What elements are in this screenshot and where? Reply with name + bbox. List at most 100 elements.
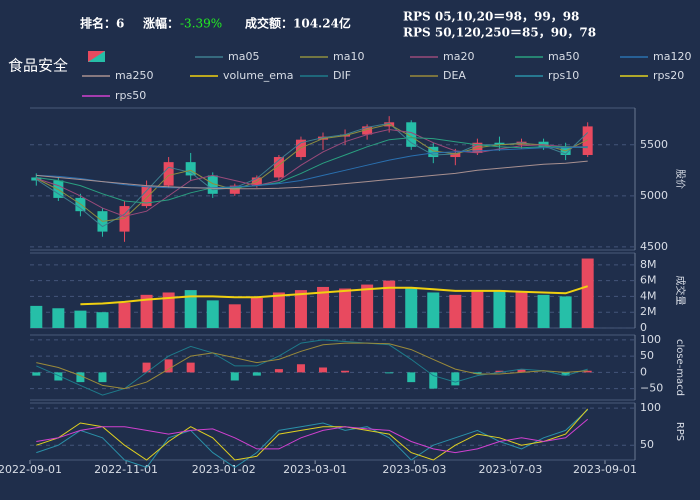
macd-bar — [98, 372, 107, 383]
legend-label: DIF — [333, 69, 351, 82]
candle-body — [582, 126, 593, 155]
macd-bar — [583, 370, 592, 373]
legend-label: ma20 — [443, 50, 474, 63]
volume-bar — [184, 290, 197, 328]
volume-bar — [471, 291, 484, 328]
legend-label: rps50 — [115, 89, 146, 102]
macd-bar — [495, 370, 504, 373]
candle-body — [494, 142, 505, 145]
rank: 排名：6 — [80, 16, 124, 31]
candle-body — [538, 141, 549, 147]
series-line — [36, 122, 589, 228]
y-tick-label: 6M — [640, 274, 657, 287]
y-axis-label: RPS — [674, 422, 685, 441]
series-line — [36, 408, 589, 461]
volume-bar — [294, 290, 307, 328]
y-axis-label: 股价 — [674, 169, 686, 189]
series-line — [36, 137, 588, 204]
y-tick-label: 5000 — [640, 189, 668, 202]
y-tick-label: 8M — [640, 258, 657, 271]
candle-body — [273, 157, 284, 178]
legend-label: volume_ema — [223, 69, 293, 82]
x-tick-label: 2023-07-03 — [479, 463, 543, 476]
series-line — [36, 128, 588, 217]
volume-bar — [228, 304, 241, 328]
volume-bar — [74, 310, 87, 328]
macd-bar — [230, 372, 239, 381]
macd-bar — [451, 372, 460, 386]
macd-bar — [561, 372, 570, 376]
volume-bar — [52, 308, 65, 328]
macd-bar — [296, 364, 305, 373]
macd-bar — [385, 372, 394, 374]
volume-bar — [30, 305, 43, 328]
legend-label: rps20 — [653, 69, 684, 82]
volume-bar — [317, 286, 330, 328]
legend-label: DEA — [443, 69, 466, 82]
y-tick-label: 4500 — [640, 240, 668, 253]
series-line — [36, 123, 588, 222]
volume-bar — [405, 288, 418, 328]
volume-bar — [272, 292, 285, 328]
volume-bar — [118, 302, 131, 328]
series-line — [36, 339, 588, 396]
macd-bar — [32, 372, 41, 376]
volume-ema-line — [80, 285, 589, 306]
y-tick-label: 100 — [640, 333, 661, 346]
volume-bar — [493, 290, 506, 328]
volume-bar — [250, 298, 263, 328]
y-tick-label: 2M — [640, 305, 657, 318]
volume-bar — [581, 258, 594, 328]
x-tick-label: 2023-01-02 — [192, 463, 256, 476]
legend-label: rps10 — [548, 69, 579, 82]
x-tick-label: 2023-05-03 — [382, 463, 446, 476]
candle-body — [141, 185, 152, 207]
legend-label: ma50 — [548, 50, 579, 63]
macd-bar — [341, 370, 350, 373]
macd-bar — [407, 372, 416, 383]
volume-bar — [361, 284, 374, 328]
candle-body — [516, 141, 527, 145]
y-tick-label: 50 — [640, 349, 654, 362]
candle-legend-icon — [88, 51, 105, 62]
macd-bar — [319, 367, 328, 373]
candle-body — [119, 206, 130, 232]
volume-bar — [427, 292, 440, 328]
candle-body — [450, 152, 461, 158]
volume-bar — [449, 294, 462, 328]
macd-bar — [252, 372, 261, 376]
x-tick-label: 2023-03-01 — [283, 463, 347, 476]
rps-long: RPS 50,120,250＝85，90，78 — [403, 26, 596, 40]
macd-bar — [186, 362, 195, 373]
y-tick-label: 50 — [640, 438, 654, 451]
legend-label: ma10 — [333, 50, 364, 63]
macd-bar — [164, 359, 173, 373]
series-line — [36, 160, 588, 190]
legend-label: ma120 — [653, 50, 691, 63]
y-tick-label: −50 — [640, 382, 663, 395]
macd-bar — [429, 372, 438, 389]
candle-body — [406, 122, 417, 147]
candle-body — [163, 162, 174, 186]
y-axis-label: close-macd — [674, 339, 685, 396]
candle-body — [428, 146, 439, 158]
change-label: 涨幅： — [143, 16, 179, 31]
series-line — [36, 342, 588, 390]
change: -3.39% — [180, 17, 222, 31]
candle-body — [185, 162, 196, 176]
y-tick-label: 0 — [640, 365, 647, 378]
y-axis-label: 成交量 — [674, 276, 687, 306]
x-tick-label: 2022-09-01 — [0, 463, 62, 476]
series-line — [36, 409, 589, 469]
macd-bar — [473, 372, 482, 374]
volume-bar — [537, 294, 550, 328]
title: 食品安全 — [8, 57, 68, 75]
legend-label: ma250 — [115, 69, 153, 82]
series-line — [36, 146, 588, 189]
macd-bar — [54, 372, 63, 381]
volume-bar — [96, 312, 109, 328]
macd-bar — [274, 369, 283, 373]
legend-label: ma05 — [228, 50, 259, 63]
y-tick-label: 4M — [640, 289, 657, 302]
